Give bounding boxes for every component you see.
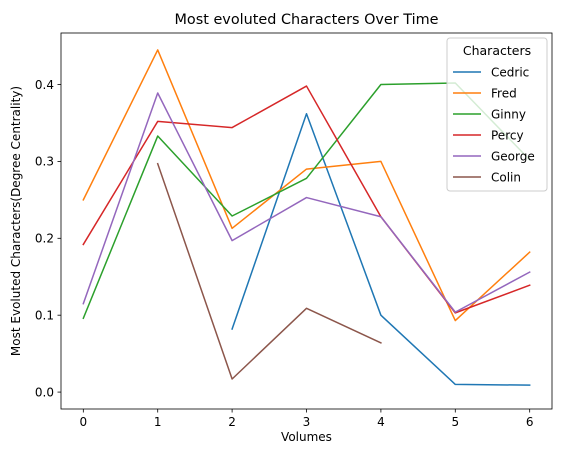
series-line-colin bbox=[158, 164, 381, 379]
y-tick-label: 0.2 bbox=[35, 232, 54, 246]
y-tick-label: 0.3 bbox=[35, 155, 54, 169]
legend-label: Percy bbox=[491, 128, 524, 142]
legend: Characters Cedric Fred Ginny Percy George Col… bbox=[447, 38, 547, 191]
x-axis-label: Volumes bbox=[281, 430, 332, 444]
y-axis-label: Most Evoluted Characters(Degree Centrali… bbox=[9, 86, 23, 356]
legend-label: Ginny bbox=[491, 107, 526, 121]
legend-label: George bbox=[491, 149, 535, 163]
x-tick-label: 1 bbox=[154, 415, 162, 429]
x-tick-label: 4 bbox=[377, 415, 385, 429]
x-tick-label: 5 bbox=[451, 415, 459, 429]
x-tick-label: 6 bbox=[526, 415, 534, 429]
x-tick-label: 0 bbox=[79, 415, 87, 429]
y-tick-label: 0.0 bbox=[35, 385, 54, 399]
legend-label: Fred bbox=[491, 86, 517, 100]
x-tick-label: 2 bbox=[228, 415, 236, 429]
legend-label: Cedric bbox=[491, 65, 529, 79]
y-tick-label: 0.1 bbox=[35, 308, 54, 322]
y-tick-label: 0.4 bbox=[35, 78, 54, 92]
chart-title: Most evoluted Characters Over Time bbox=[175, 12, 439, 28]
legend-title: Characters bbox=[463, 43, 531, 58]
x-tick-label: 3 bbox=[303, 415, 311, 429]
legend-label: Colin bbox=[491, 170, 521, 184]
y-axis: 0.0 0.1 0.2 0.3 0.4 bbox=[35, 78, 61, 400]
x-axis: 0 1 2 3 4 5 6 bbox=[79, 409, 533, 429]
